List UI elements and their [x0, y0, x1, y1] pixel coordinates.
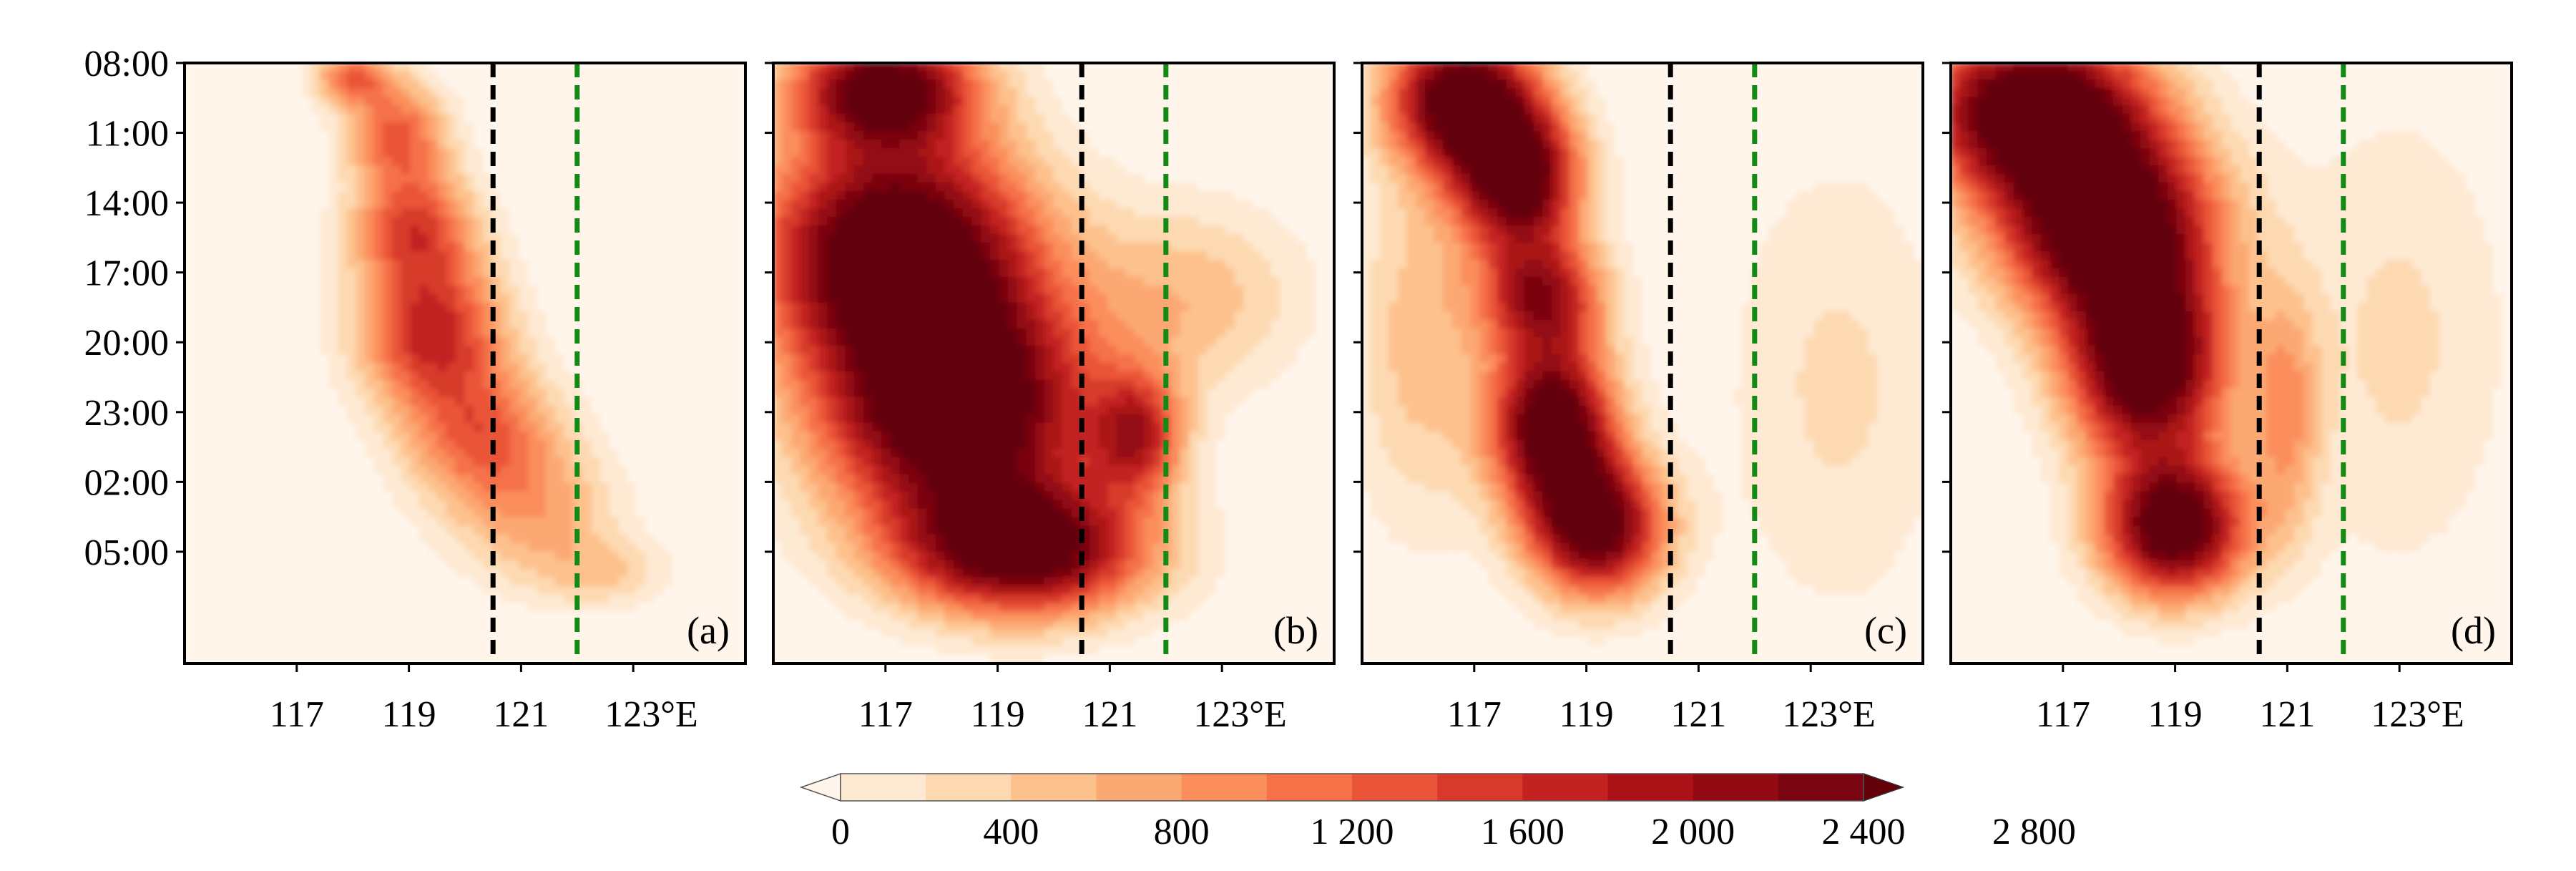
y-tick-label: 05:00: [84, 532, 169, 573]
colorbar-bin: [841, 774, 926, 801]
x-tick-label: 123°E: [2371, 694, 2464, 735]
panel-label: (c): [1864, 609, 1907, 652]
x-tick-label: 121: [1082, 694, 1137, 735]
colorbar-tick-label: 2 000: [1651, 812, 1735, 852]
colorbar-bin: [1181, 774, 1268, 801]
y-tick-label: 08:00: [84, 44, 169, 84]
y-tick-label: 20:00: [84, 323, 169, 364]
contour-field: [773, 63, 1334, 663]
y-tick-label: 17:00: [84, 253, 169, 294]
x-tick-label: 117: [858, 694, 913, 735]
panel-label: (d): [2451, 609, 2496, 652]
colorbar-bin: [1352, 774, 1438, 801]
panel-4: 117 119 121 123°E (d): [1942, 62, 2513, 735]
panel-1: 08:00 11:00 14:00 17:00 20:00 23:00 02:00 05:00…: [84, 44, 747, 735]
colorbar-tick-label: 2 400: [1822, 812, 1906, 852]
colorbar-bin: [1266, 774, 1353, 801]
panel-frame: [1949, 62, 2513, 665]
contour-field: [1951, 63, 2512, 663]
colorbar-extend-low: [799, 772, 841, 802]
colorbar-tick-label: 1 600: [1481, 812, 1564, 852]
x-tick-label: 117: [270, 694, 324, 735]
x-tick-label: 123°E: [1782, 694, 1876, 735]
panel-label: (a): [687, 609, 730, 652]
colorbar-tick-label: 0: [831, 812, 850, 852]
colorbar-bin: [926, 774, 1012, 801]
y-tick-label: 02:00: [84, 462, 169, 503]
colorbar-bin: [1096, 774, 1182, 801]
x-tick-label: 119: [2148, 694, 2203, 735]
y-tick-label: 11:00: [85, 114, 169, 155]
x-tick-label: 121: [493, 694, 549, 735]
colorbar-bin: [1607, 774, 1694, 801]
contour-field: [1362, 63, 1923, 663]
x-tick-label: 119: [971, 694, 1025, 735]
x-tick-label: 121: [2259, 694, 2315, 735]
y-tick-label: 14:00: [84, 183, 169, 224]
panel-frame: [1361, 62, 1924, 665]
x-tick-label: 121: [1670, 694, 1726, 735]
x-tick-label: 117: [2036, 694, 2090, 735]
panel-3: 117 119 121 123°E (c): [1353, 62, 1924, 735]
colorbar-bin: [1437, 774, 1523, 801]
x-tick-label: 119: [1559, 694, 1614, 735]
colorbar-tick-label: 400: [983, 812, 1039, 852]
x-tick-label: 119: [382, 694, 436, 735]
panel-frame: [183, 62, 747, 665]
colorbar-bin: [1778, 774, 1864, 801]
panel-2: 117 119 121 123°E (b): [765, 62, 1336, 735]
y-tick-label: 23:00: [84, 393, 169, 434]
colorbar-bin: [1693, 774, 1779, 801]
x-tick-label: 123°E: [604, 694, 698, 735]
colorbar-bin: [1522, 774, 1608, 801]
colorbar-frame: [840, 773, 1864, 802]
colorbar-tick-label: 1 200: [1311, 812, 1394, 852]
colorbar-extend-high: [1863, 772, 1905, 802]
panel-frame: [772, 62, 1336, 665]
panel-label: (b): [1273, 609, 1318, 652]
x-tick-label: 117: [1447, 694, 1502, 735]
colorbar-tick-label: 800: [1154, 812, 1210, 852]
colorbar: 0 400 800 1 200 1 600 2 000 2 400 2 800: [799, 772, 2076, 852]
colorbar-bin: [1011, 774, 1097, 801]
colorbar-tick-label: 2 800: [1992, 812, 2076, 852]
x-tick-label: 123°E: [1193, 694, 1287, 735]
contour-field: [185, 63, 745, 663]
